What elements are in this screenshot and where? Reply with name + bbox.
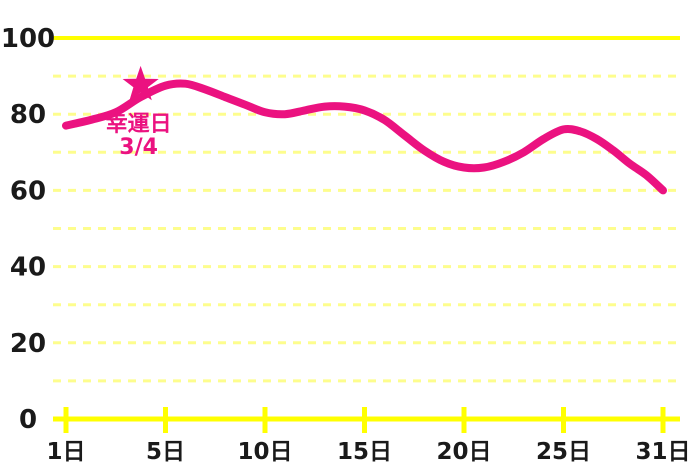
- x-axis-label-10: 10日: [237, 439, 292, 465]
- y-axis-label-20: 20: [10, 329, 46, 359]
- y-axis-label-0: 0: [19, 405, 37, 435]
- x-axis-label-15: 15日: [337, 439, 392, 465]
- y-axis-label-60: 60: [10, 176, 46, 206]
- x-axis-label-25: 25日: [536, 439, 591, 465]
- lucky-day-star-icon: [122, 65, 159, 101]
- lucky-day-date: 3/4: [119, 135, 158, 160]
- y-axis-label-80: 80: [10, 100, 46, 130]
- y-axis-label-100: 100: [1, 24, 55, 54]
- x-axis-label-31: 31日: [635, 439, 690, 465]
- x-axis-label-1: 1日: [46, 439, 85, 465]
- y-axis-label-40: 40: [10, 253, 46, 283]
- x-axis-label-20: 20日: [436, 439, 491, 465]
- x-axis-label-5: 5日: [146, 439, 185, 465]
- fortune-curve: [62, 79, 667, 195]
- lucky-day-label: 幸運日: [106, 111, 172, 137]
